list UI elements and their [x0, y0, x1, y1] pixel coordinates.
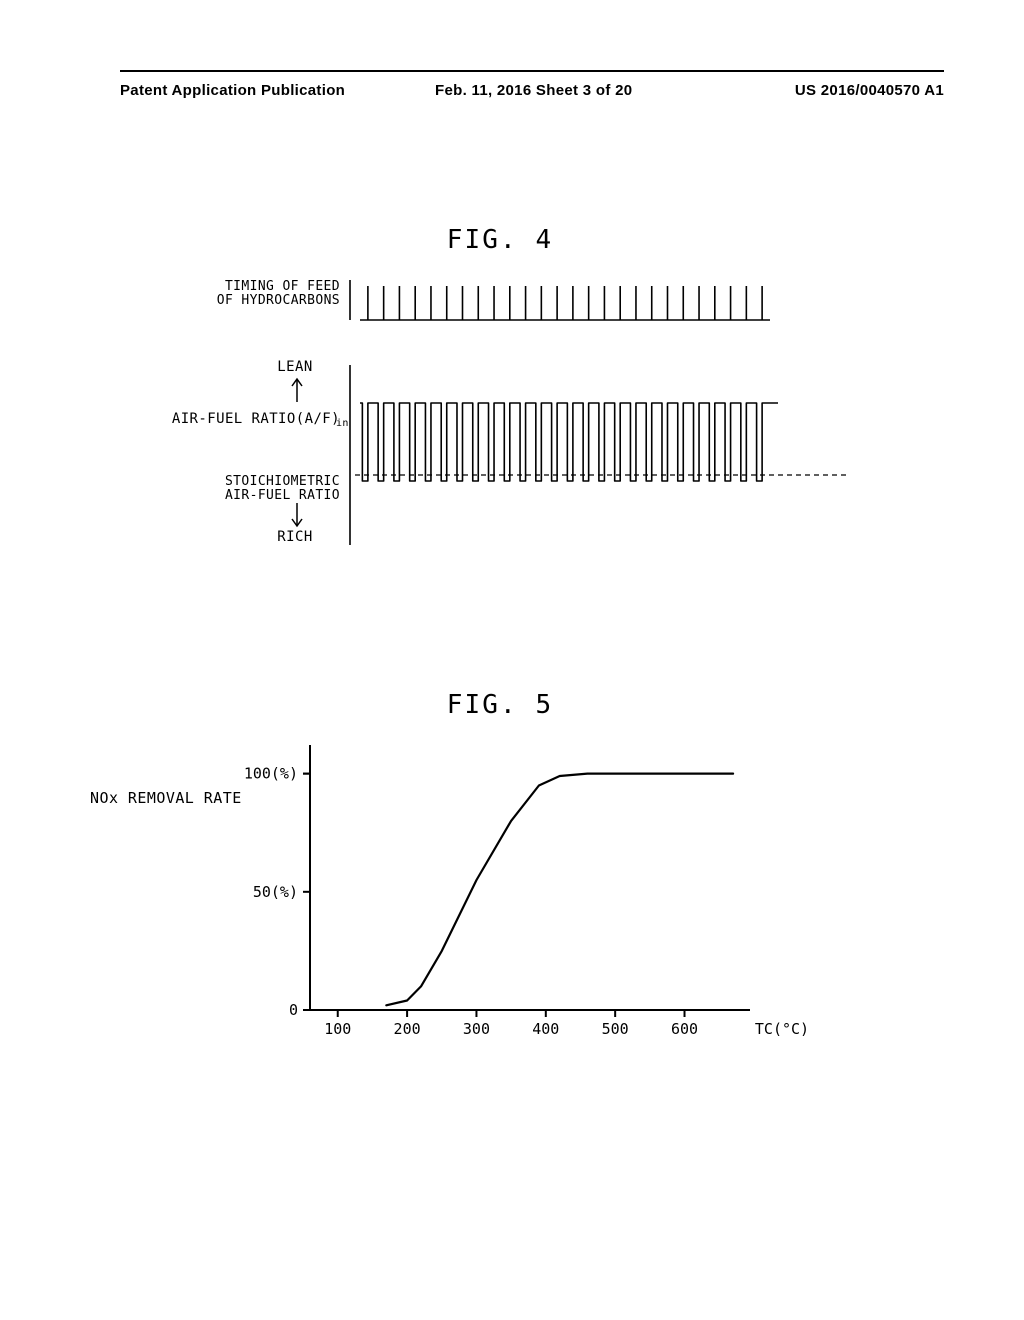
- fig4-rich-label: RICH: [255, 530, 335, 545]
- fig4-title: FIG. 4: [400, 225, 600, 255]
- svg-text:300: 300: [463, 1020, 490, 1038]
- rich-arrow-icon: [290, 503, 304, 529]
- svg-text:500: 500: [602, 1020, 629, 1038]
- header-center: Feb. 11, 2016 Sheet 3 of 20: [435, 82, 632, 99]
- fig4-upper-label: TIMING OF FEEDOF HYDROCARBONS: [170, 280, 340, 309]
- fig4-lean-label: LEAN: [255, 360, 335, 375]
- svg-text:50(%): 50(%): [253, 883, 298, 901]
- svg-text:TC(°C): TC(°C): [755, 1020, 809, 1038]
- svg-text:100(%): 100(%): [244, 765, 298, 783]
- header-rule: [120, 70, 944, 72]
- svg-text:100: 100: [324, 1020, 351, 1038]
- fig5-chart: 050(%)100(%)100200300400500600TC(°C): [250, 740, 810, 1060]
- fig4-af-label: AIR-FUEL RATIO(A/F): [135, 412, 340, 427]
- svg-text:600: 600: [671, 1020, 698, 1038]
- lean-arrow-icon: [290, 376, 304, 402]
- fig4-lower-chart: [350, 365, 870, 550]
- header-left: Patent Application Publication: [120, 82, 345, 99]
- fig4-upper-chart: [350, 270, 790, 330]
- header-right: US 2016/0040570 A1: [795, 82, 944, 99]
- svg-text:0: 0: [289, 1001, 298, 1019]
- fig4-stoich-label: STOICHIOMETRICAIR-FUEL RATIO: [205, 475, 340, 504]
- svg-text:400: 400: [532, 1020, 559, 1038]
- svg-text:200: 200: [394, 1020, 421, 1038]
- fig5-ylabel: NOx REMOVAL RATE: [90, 790, 245, 807]
- fig5-title: FIG. 5: [400, 690, 600, 720]
